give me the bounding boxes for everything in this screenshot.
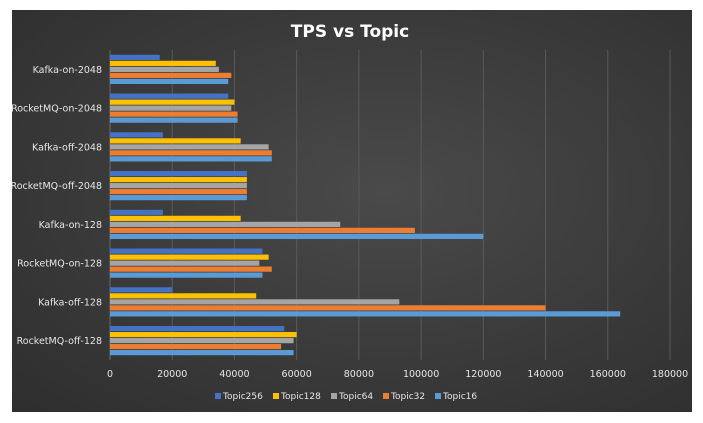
legend-swatch-topic256 — [215, 393, 221, 399]
bar-topic256-kafka-on-2048 — [110, 54, 160, 60]
bar-topic64-rocketmq-off-2048 — [110, 183, 247, 189]
x-tick-label: 20000 — [157, 369, 187, 380]
bar-topic256-kafka-off-2048 — [110, 132, 163, 138]
category-label: Kafka-off-128 — [38, 297, 102, 308]
bar-topic64-kafka-off-128 — [110, 299, 400, 305]
bar-topic16-rocketmq-on-128 — [110, 272, 263, 278]
bar-topic32-kafka-off-128 — [110, 305, 546, 311]
legend-swatch-topic32 — [383, 393, 389, 399]
x-tick-label: 160000 — [590, 369, 626, 380]
bar-topic32-rocketmq-on-128 — [110, 266, 272, 272]
bar-topic64-rocketmq-on-128 — [110, 260, 260, 266]
category-label: Kafka-on-2048 — [33, 65, 102, 76]
bar-topic16-kafka-off-128 — [110, 311, 621, 317]
chart-frame: TPS vs Topic Kafka-on-2048 RocketMQ-on-20… — [12, 10, 692, 412]
bar-topic128-rocketmq-off-128 — [110, 332, 297, 338]
category-labels: Kafka-on-2048 RocketMQ-on-2048 Kafka-off-2… — [12, 65, 102, 347]
legend-swatch-topic16 — [435, 393, 441, 399]
bar-topic128-rocketmq-off-2048 — [110, 177, 247, 183]
legend-label-topic128: Topic128 — [280, 392, 321, 402]
bar-topic128-rocketmq-on-2048 — [110, 99, 235, 105]
bar-topic128-rocketmq-on-128 — [110, 254, 269, 260]
bar-topic32-rocketmq-off-128 — [110, 344, 282, 350]
bar-topic32-rocketmq-on-2048 — [110, 111, 238, 117]
category-label: RocketMQ-off-2048 — [12, 181, 102, 192]
bar-topic128-kafka-off-2048 — [110, 138, 241, 144]
legend-label-topic256: Topic256 — [222, 392, 263, 402]
tps-vs-topic-chart: TPS vs Topic Kafka-on-2048 RocketMQ-on-20… — [12, 22, 688, 402]
bar-topic64-kafka-on-2048 — [110, 66, 219, 72]
x-tick-label: 180000 — [652, 369, 688, 380]
bar-topic64-rocketmq-on-2048 — [110, 105, 232, 111]
bar-topic128-kafka-on-2048 — [110, 60, 216, 66]
category-label: Kafka-off-2048 — [32, 142, 102, 153]
legend-swatch-topic64 — [331, 393, 337, 399]
bar-topic32-kafka-on-2048 — [110, 72, 232, 78]
legend-swatch-topic128 — [273, 393, 279, 399]
bar-topic32-rocketmq-off-2048 — [110, 189, 247, 195]
x-tick-label: 140000 — [527, 369, 563, 380]
bar-topic256-rocketmq-on-128 — [110, 248, 263, 254]
legend-label-topic32: Topic32 — [390, 392, 425, 402]
bar-topic32-kafka-on-128 — [110, 227, 415, 233]
bar-topic128-kafka-on-128 — [110, 215, 241, 221]
bars — [110, 54, 621, 356]
bar-topic16-kafka-on-2048 — [110, 78, 229, 84]
legend-label-topic64: Topic64 — [338, 392, 373, 402]
x-axis-tick-labels: 0 20000 40000 60000 80000 100000 120000 140000 1… — [107, 369, 688, 380]
bar-topic32-kafka-off-2048 — [110, 150, 272, 156]
legend-label-topic16: Topic16 — [442, 392, 477, 402]
x-tick-label: 0 — [107, 369, 113, 380]
x-tick-label: 80000 — [344, 369, 374, 380]
bar-topic256-rocketmq-off-128 — [110, 326, 285, 332]
x-tick-label: 60000 — [282, 369, 312, 380]
legend: Topic256 Topic128 Topic64 Topic32 Topic16 — [215, 392, 477, 402]
bar-topic256-kafka-off-128 — [110, 287, 173, 293]
bar-topic16-kafka-on-128 — [110, 233, 484, 239]
chart-title: TPS vs Topic — [291, 22, 409, 42]
bar-topic256-kafka-on-128 — [110, 209, 163, 215]
bar-topic16-kafka-off-2048 — [110, 156, 272, 162]
bar-topic16-rocketmq-off-2048 — [110, 195, 247, 201]
x-tick-label: 120000 — [465, 369, 501, 380]
bar-topic256-rocketmq-on-2048 — [110, 93, 229, 99]
category-label: RocketMQ-on-2048 — [12, 104, 102, 115]
bar-topic64-rocketmq-off-128 — [110, 338, 294, 344]
bar-topic256-rocketmq-off-2048 — [110, 171, 247, 177]
bar-topic16-rocketmq-on-2048 — [110, 117, 238, 123]
bar-topic16-rocketmq-off-128 — [110, 350, 294, 356]
x-tick-label: 100000 — [403, 369, 439, 380]
bar-topic64-kafka-on-128 — [110, 221, 341, 227]
category-label: RocketMQ-on-128 — [17, 259, 102, 270]
bar-topic128-kafka-off-128 — [110, 293, 257, 299]
category-label: RocketMQ-off-128 — [17, 336, 102, 347]
x-tick-label: 40000 — [219, 369, 249, 380]
bar-topic64-kafka-off-2048 — [110, 144, 269, 150]
category-label: Kafka-on-128 — [39, 220, 102, 231]
